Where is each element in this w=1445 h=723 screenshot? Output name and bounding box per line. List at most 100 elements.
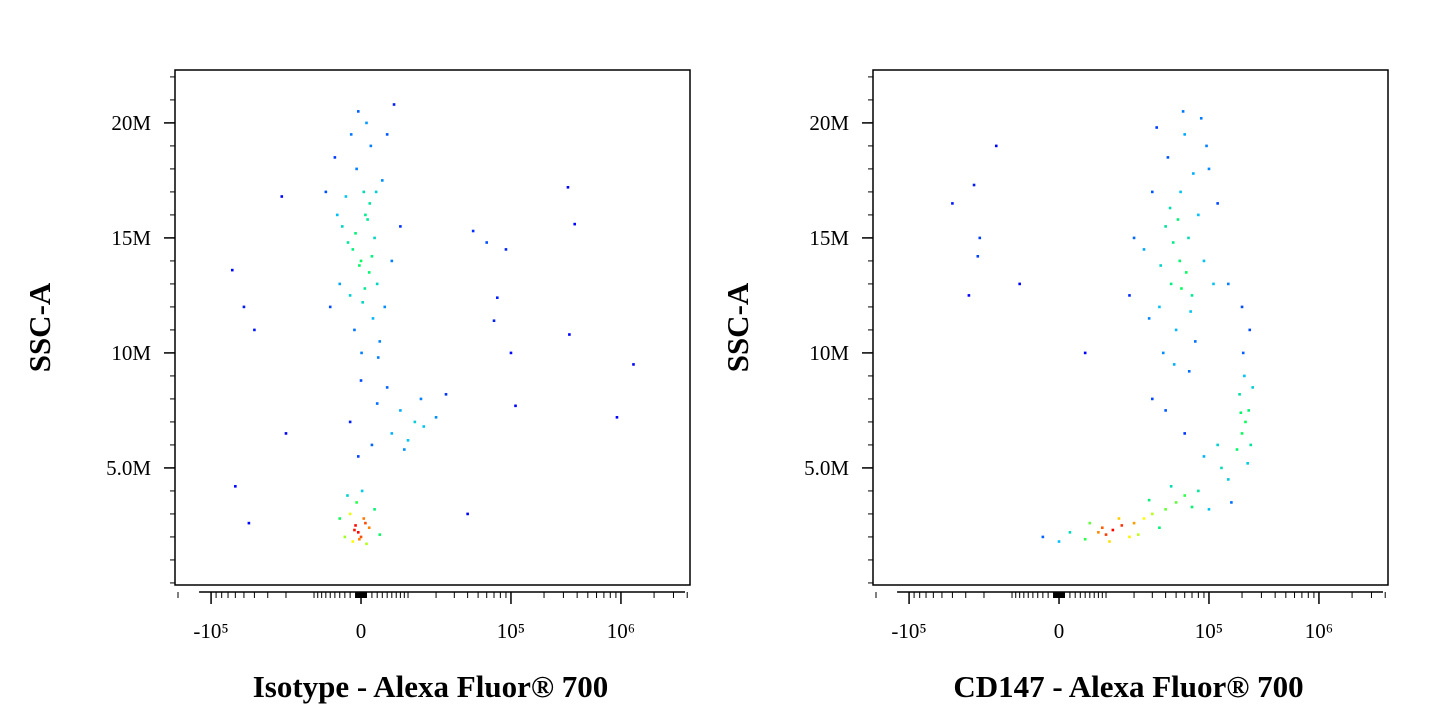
event-dot xyxy=(485,241,489,244)
x-axis-title: CD147 - Alexa Fluor® 700 xyxy=(953,669,1303,704)
plot-frame xyxy=(872,69,1389,586)
event-dot xyxy=(1241,351,1245,355)
event-dot xyxy=(376,356,380,359)
event-dot xyxy=(385,386,389,389)
event-dot xyxy=(573,222,577,226)
event-dot xyxy=(1104,533,1108,536)
event-dot xyxy=(375,402,379,405)
event-dot xyxy=(360,489,364,493)
event-dot xyxy=(1227,282,1230,286)
event-dot xyxy=(492,319,496,323)
event-dot xyxy=(367,526,371,530)
event-dot xyxy=(422,425,426,428)
event-dot xyxy=(1174,328,1178,332)
event-dot xyxy=(1227,478,1230,481)
x-tick-label: -10⁵ xyxy=(193,619,228,643)
event-dot xyxy=(360,351,363,355)
event-dot xyxy=(1187,370,1191,373)
event-dot xyxy=(509,351,513,355)
event-dot xyxy=(1166,156,1170,159)
event-dot xyxy=(504,248,508,251)
event-dot xyxy=(1178,259,1182,263)
event-dot xyxy=(280,195,284,198)
event-dot xyxy=(1164,409,1167,412)
event-dot xyxy=(1197,213,1200,217)
event-dot xyxy=(444,393,448,396)
event-dot xyxy=(1158,305,1161,309)
event-dot xyxy=(359,379,363,382)
event-dot xyxy=(1207,167,1211,171)
event-dot xyxy=(355,501,358,504)
event-dot xyxy=(1041,535,1045,539)
event-dot xyxy=(338,517,342,520)
event-dot xyxy=(370,443,374,447)
event-dot xyxy=(1108,540,1111,543)
event-dot xyxy=(247,521,251,525)
event-dot xyxy=(253,328,256,332)
event-dot xyxy=(1246,462,1249,465)
event-dot xyxy=(353,528,356,532)
event-dot xyxy=(353,328,356,332)
event-dot xyxy=(399,225,402,228)
event-dot xyxy=(1083,351,1087,355)
event-dot xyxy=(1193,340,1197,343)
event-dot xyxy=(1068,531,1072,534)
event-dot xyxy=(1247,409,1251,412)
event-dot xyxy=(361,301,364,304)
event-dot xyxy=(1238,393,1241,396)
event-dot xyxy=(1197,489,1200,493)
event-dot xyxy=(1202,259,1206,263)
event-dot xyxy=(1142,517,1146,520)
event-dot xyxy=(568,333,571,336)
event-dot xyxy=(1128,535,1131,539)
event-dot xyxy=(335,213,339,217)
event-dot xyxy=(383,305,387,309)
event-dot xyxy=(346,241,350,244)
event-dot xyxy=(355,167,358,171)
event-dot xyxy=(1207,508,1211,511)
event-dot xyxy=(375,282,379,286)
event-dot xyxy=(1101,526,1104,530)
event-dot xyxy=(365,542,368,546)
y-tick-label: 15M xyxy=(809,226,849,250)
event-dot xyxy=(1251,386,1254,389)
event-dot xyxy=(390,432,394,435)
event-dot xyxy=(434,416,438,419)
event-dot xyxy=(1192,172,1195,175)
event-dot xyxy=(1132,521,1136,525)
event-dot xyxy=(1169,485,1173,488)
event-dot xyxy=(365,121,368,125)
event-dot xyxy=(1190,505,1194,509)
event-dot xyxy=(1180,287,1183,290)
event-dot xyxy=(333,156,337,159)
event-dot xyxy=(343,535,347,539)
event-dot xyxy=(1142,248,1146,251)
event-dot xyxy=(1018,282,1021,286)
event-dot xyxy=(354,232,357,235)
event-dot xyxy=(1088,521,1092,525)
event-dot xyxy=(1243,374,1246,378)
event-dot xyxy=(615,416,619,419)
event-dot xyxy=(1240,305,1244,309)
event-dot xyxy=(1205,144,1208,148)
event-dot xyxy=(1164,225,1167,228)
event-dot xyxy=(340,225,344,228)
event-dot xyxy=(1120,524,1124,527)
event-dot xyxy=(1155,126,1158,129)
x-tick-label: 0 xyxy=(1054,619,1065,643)
event-dot xyxy=(1147,317,1151,320)
event-dot xyxy=(413,420,417,424)
event-dot xyxy=(1168,206,1172,210)
event-dot xyxy=(358,537,361,541)
event-dot xyxy=(1151,397,1154,401)
event-dot xyxy=(328,305,332,309)
event-dot xyxy=(1187,236,1190,240)
event-dot xyxy=(348,512,352,516)
x-tick-label: 10⁵ xyxy=(1195,619,1223,643)
event-dot xyxy=(1183,494,1187,497)
event-dot xyxy=(1248,328,1252,332)
event-dot xyxy=(1158,526,1161,530)
event-dot xyxy=(1151,512,1154,516)
